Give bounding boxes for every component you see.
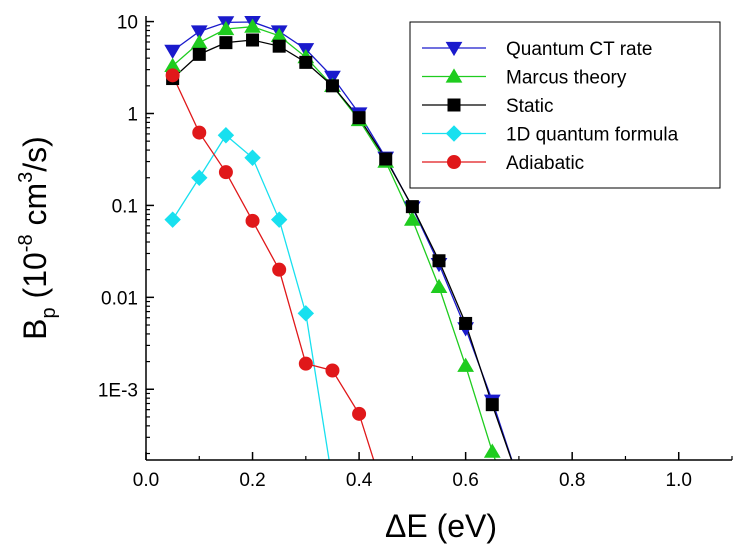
data-point-marcus-theory (244, 18, 261, 33)
data-point-static (192, 47, 206, 61)
data-point-static (485, 398, 499, 412)
data-point-1d-quantum-formula (244, 149, 261, 166)
y-tick-label: 1E-3 (98, 380, 138, 401)
data-point-static (219, 36, 233, 50)
legend-label-marcus-theory: Marcus theory (506, 68, 627, 89)
data-point-1d-quantum-formula (270, 211, 288, 228)
data-point-quantum-ct-rate (164, 44, 182, 59)
data-point-1d-quantum-formula (297, 305, 315, 322)
y-axis-title-base: B (17, 318, 53, 339)
data-point-static (272, 39, 286, 53)
data-point-adiabatic (245, 213, 260, 228)
data-point-static (379, 152, 393, 166)
plot-markers (164, 16, 501, 458)
legend-label-adiabatic: Adiabatic (506, 153, 584, 174)
x-axis-title: ΔE (eV) (385, 508, 497, 544)
y-tick-label: 10 (117, 13, 138, 34)
data-point-1d-quantum-formula (164, 211, 181, 228)
data-point-static (405, 200, 419, 214)
y-axis-title-open: (10 (17, 252, 53, 307)
axes (145, 16, 733, 461)
data-point-adiabatic (272, 262, 287, 277)
data-point-adiabatic (165, 68, 180, 83)
data-point-marcus-theory (190, 34, 208, 49)
legend-label-static: Static (506, 96, 554, 117)
y-axis-title-exp: -8 (15, 234, 37, 252)
data-point-adiabatic (192, 125, 207, 140)
data-point-adiabatic (218, 165, 233, 180)
data-point-marcus-theory (217, 20, 235, 36)
data-point-adiabatic (325, 363, 340, 378)
y-axis-title-exp2: 3 (15, 172, 37, 183)
data-point-marcus-theory (483, 443, 501, 458)
data-point-static (459, 316, 473, 330)
legend: Quantum CT rate Marcus theory Static 1D qua… (409, 21, 721, 189)
data-point-adiabatic (352, 406, 367, 421)
y-axis-title-close: /s) (17, 136, 53, 172)
data-point-marcus-theory (457, 357, 475, 372)
legend-marker-adiabatic (447, 155, 461, 169)
x-tick-label: 0.8 (559, 470, 585, 491)
y-axis-title-mid: cm (17, 183, 53, 235)
legend-marker-static (447, 98, 461, 112)
y-axis-title: Bp (10-8 cm3/s) (15, 136, 60, 340)
data-point-adiabatic (298, 356, 313, 371)
x-tick-label: 0.2 (239, 470, 265, 491)
data-point-quantum-ct-rate (190, 25, 208, 40)
data-point-static (432, 254, 446, 268)
y-tick-label: 0.1 (112, 196, 138, 217)
y-tick-label: 1 (127, 105, 138, 126)
data-point-marcus-theory (403, 211, 421, 226)
legend-items: Quantum CT rate Marcus theory Static 1D qua… (422, 39, 679, 174)
legend-marker-marcus-theory (445, 68, 463, 83)
tick-labels: 0.0 0.2 0.4 0.6 0.8 1.0 10 1 0.1 0.01 1E-3 (98, 13, 692, 491)
data-point-static (246, 33, 260, 47)
y-axis-title-sub: p (38, 307, 60, 318)
data-point-quantum-ct-rate (324, 70, 341, 86)
x-tick-label: 0.6 (452, 470, 478, 491)
legend-label-quantum-ct-rate: Quantum CT rate (506, 39, 652, 60)
data-point-1d-quantum-formula (191, 169, 208, 186)
legend-marker-1d-quantum-formula (445, 125, 463, 142)
data-point-static (299, 55, 313, 69)
y-tick-label: 0.01 (101, 288, 138, 309)
legend-marker-quantum-ct-rate (445, 41, 463, 57)
legend-label-1d-quantum-formula: 1D quantum formula (506, 125, 679, 146)
x-tick-label: 0.0 (133, 470, 159, 491)
x-tick-label: 1.0 (666, 470, 692, 491)
data-point-1d-quantum-formula (217, 127, 235, 144)
data-point-static (325, 79, 339, 93)
data-point-static (352, 111, 366, 125)
data-point-marcus-theory (430, 278, 448, 293)
x-tick-label: 0.4 (346, 470, 373, 491)
